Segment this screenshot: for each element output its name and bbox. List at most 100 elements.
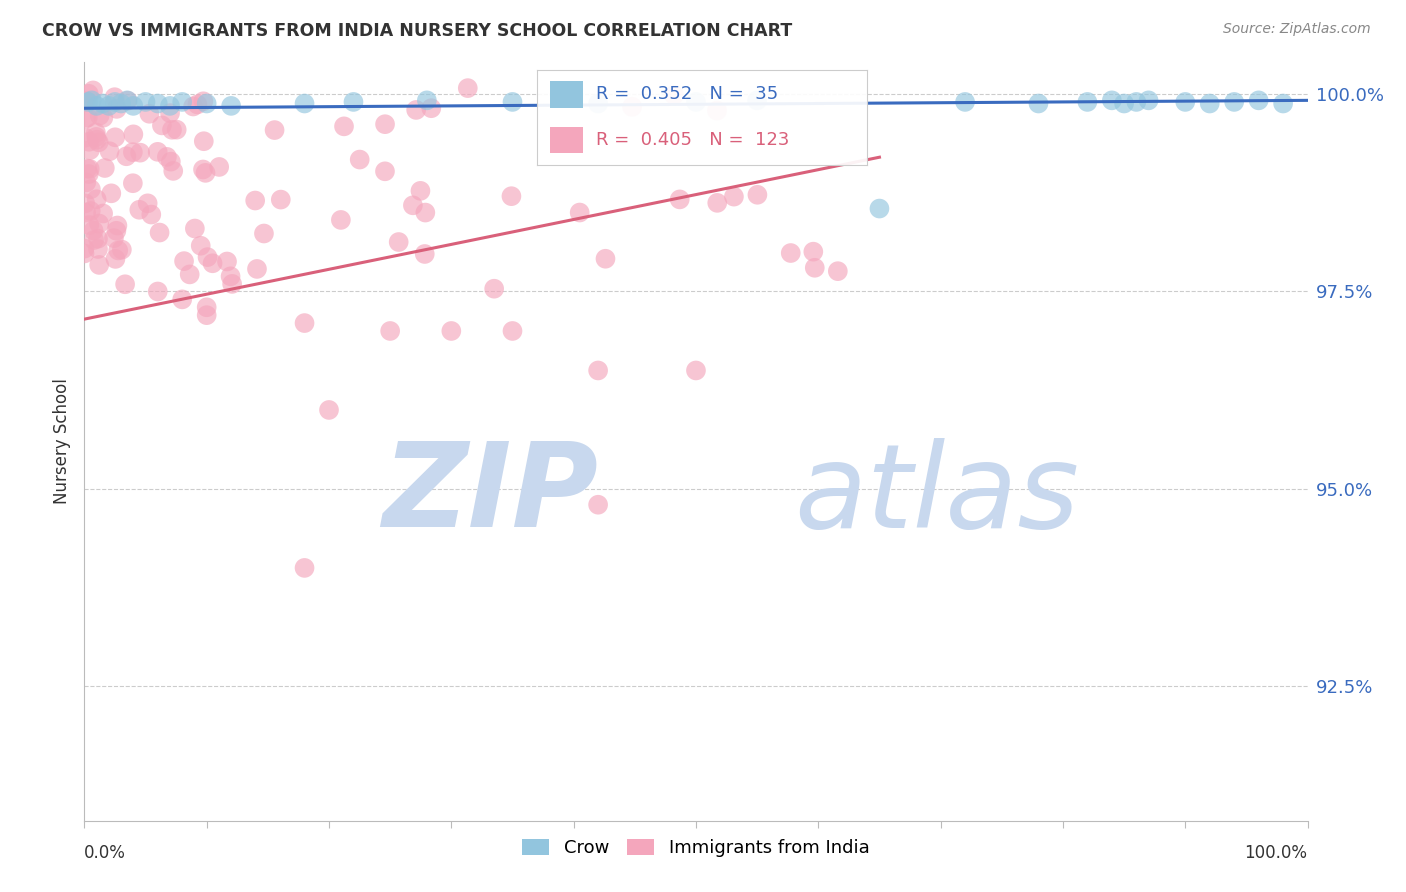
Point [75, 196, 97, 211]
Point [195, 300, 218, 314]
Point [150, 119, 173, 133]
Point [221, 277, 243, 291]
Point [107, 244, 129, 258]
Point [409, 184, 432, 198]
Point [1137, 93, 1160, 107]
Point [156, 150, 179, 164]
Point [586, 363, 609, 377]
Point [80, 182, 103, 196]
Point [1125, 95, 1147, 109]
Point [73, 95, 96, 109]
Point [415, 205, 437, 219]
Point [333, 120, 356, 134]
Point [294, 316, 316, 330]
Point [159, 106, 181, 120]
Point [1198, 96, 1220, 111]
Point [685, 363, 707, 377]
Point [91, 206, 114, 220]
Point [82, 83, 104, 97]
Point [193, 134, 215, 148]
Point [482, 282, 505, 296]
Point [1272, 96, 1295, 111]
Point [103, 231, 125, 245]
Point [77, 218, 100, 232]
Point [79, 143, 101, 157]
Point [803, 260, 825, 275]
Point [98, 145, 121, 159]
Point [388, 235, 411, 249]
Point [219, 99, 242, 113]
Point [160, 154, 183, 169]
Point [84, 129, 107, 144]
Point [75, 175, 97, 189]
Point [440, 324, 463, 338]
Point [75, 94, 97, 108]
Point [621, 100, 644, 114]
Point [668, 193, 690, 207]
Point [122, 128, 145, 142]
Point [294, 561, 316, 575]
Point [685, 95, 707, 109]
Text: CROW VS IMMIGRANTS FROM INDIA NURSERY SCHOOL CORRELATION CHART: CROW VS IMMIGRANTS FROM INDIA NURSERY SC… [42, 22, 793, 40]
Point [87, 217, 110, 231]
Point [97, 99, 120, 113]
Point [110, 96, 132, 111]
Point [160, 122, 183, 136]
Point [136, 196, 159, 211]
Point [83, 223, 105, 237]
Point [190, 238, 212, 252]
Point [86, 99, 108, 113]
Point [413, 247, 436, 261]
Point [662, 88, 685, 103]
Point [263, 123, 285, 137]
Text: 0.0%: 0.0% [84, 845, 127, 863]
Point [75, 205, 97, 219]
Point [89, 258, 111, 272]
Point [89, 109, 111, 123]
Point [115, 93, 138, 107]
Point [747, 187, 769, 202]
Point [723, 189, 745, 203]
Point [953, 95, 976, 109]
Point [1101, 93, 1123, 107]
Point [215, 254, 238, 268]
Point [159, 99, 181, 113]
Point [184, 221, 207, 235]
Point [121, 176, 143, 190]
Point [706, 195, 728, 210]
Text: atlas: atlas [794, 438, 1078, 551]
Point [827, 264, 849, 278]
Point [294, 96, 316, 111]
Point [75, 130, 97, 145]
Point [73, 246, 96, 260]
Point [77, 167, 100, 181]
Point [779, 246, 801, 260]
Point [87, 242, 110, 256]
Point [1076, 95, 1098, 109]
Point [186, 97, 208, 112]
Point [1174, 95, 1197, 109]
Point [270, 193, 292, 207]
Point [1114, 96, 1136, 111]
Point [77, 135, 100, 149]
Point [181, 99, 204, 113]
Point [457, 81, 479, 95]
Point [172, 293, 194, 307]
Legend: Crow, Immigrants from India: Crow, Immigrants from India [515, 832, 877, 864]
Point [148, 226, 170, 240]
Point [179, 268, 201, 282]
Point [402, 198, 425, 212]
Point [84, 126, 107, 140]
Point [420, 101, 443, 115]
Point [173, 254, 195, 268]
Y-axis label: Nursery School: Nursery School [53, 378, 72, 505]
Point [501, 189, 523, 203]
Point [197, 250, 219, 264]
Point [146, 145, 169, 159]
Point [94, 161, 117, 175]
Point [201, 256, 224, 270]
Point [73, 242, 96, 256]
Point [122, 99, 145, 113]
Point [342, 95, 364, 109]
Point [104, 95, 127, 109]
